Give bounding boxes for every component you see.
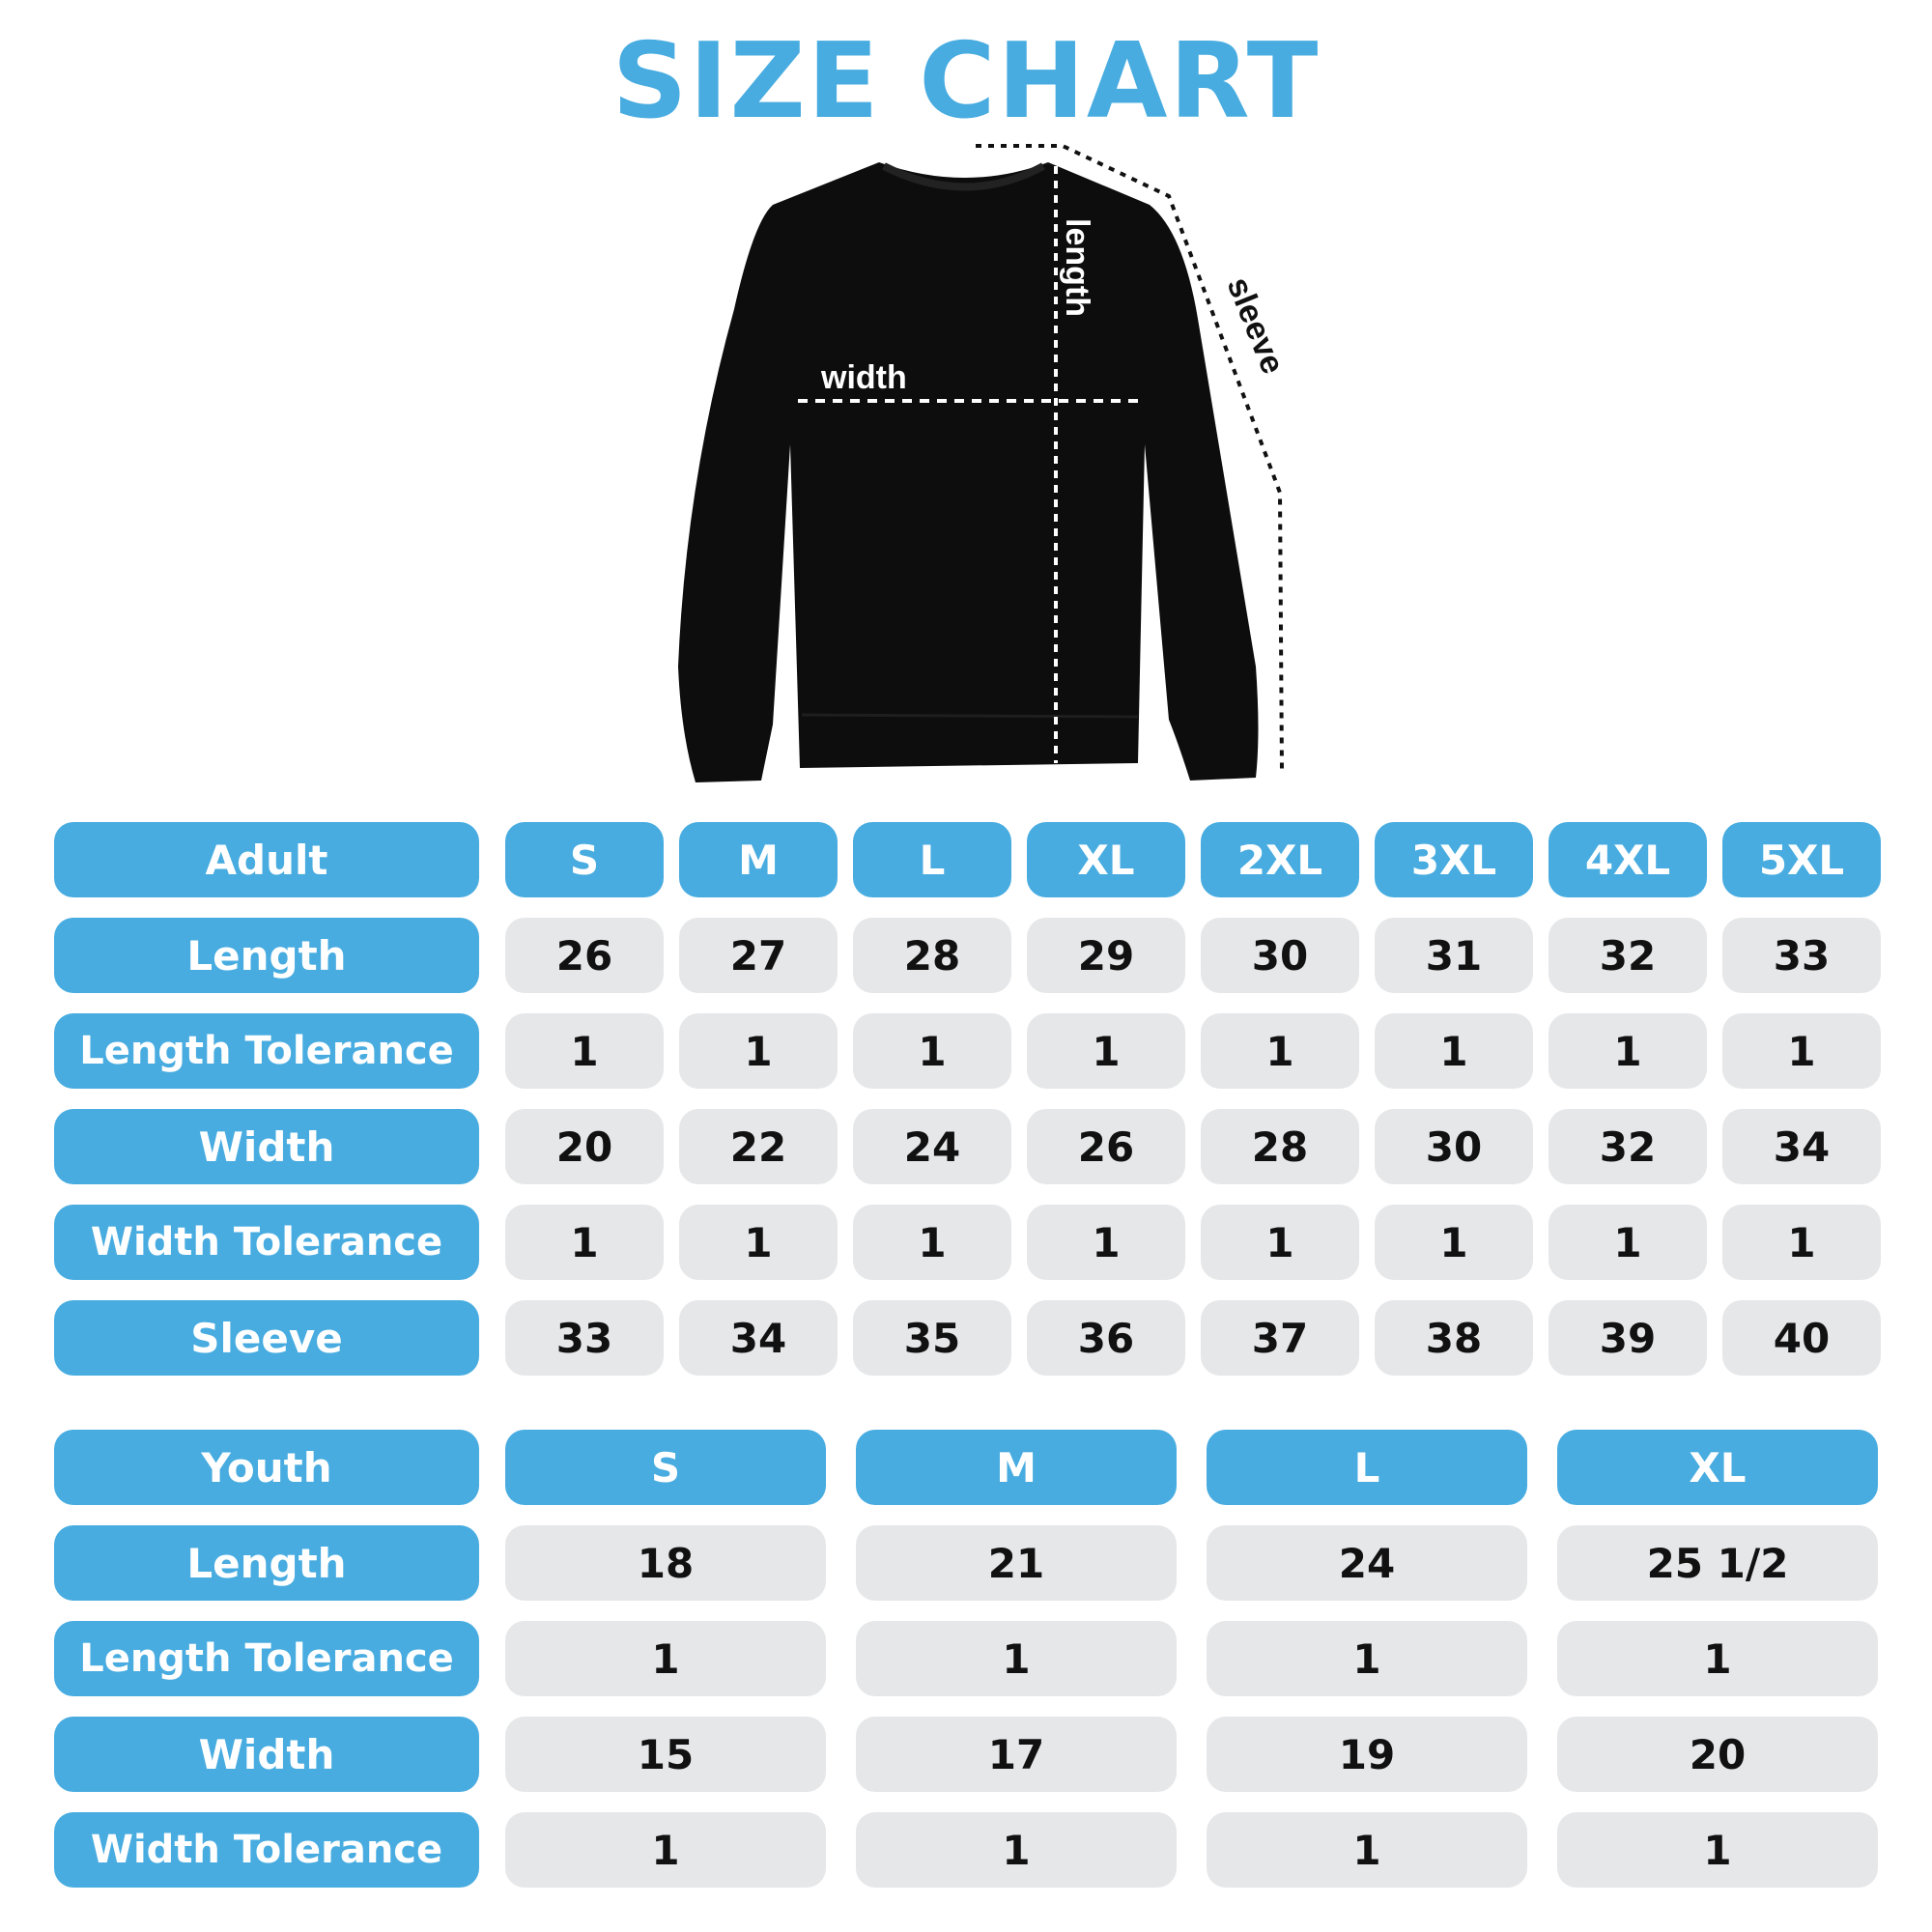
adult-row-label: Length Tolerance	[54, 1013, 479, 1089]
adult-size-header: L	[853, 822, 1011, 897]
adult-header-label: Adult	[54, 822, 479, 897]
adult-value-cell: 32	[1548, 1109, 1707, 1184]
adult-value-cell: 26	[1027, 1109, 1185, 1184]
youth-value-cell: 1	[856, 1621, 1177, 1696]
youth-size-header: S	[505, 1430, 826, 1505]
adult-value-cell: 1	[1548, 1205, 1707, 1280]
adult-size-header: XL	[1027, 822, 1185, 897]
adult-value-cell: 31	[1375, 918, 1533, 993]
youth-value-cell: 24	[1207, 1525, 1527, 1601]
adult-value-cell: 1	[1201, 1013, 1359, 1089]
youth-value-cell: 1	[1207, 1812, 1527, 1888]
adult-value-cell: 24	[853, 1109, 1011, 1184]
youth-value-cell: 21	[856, 1525, 1177, 1601]
youth-value-cell: 1	[1557, 1812, 1878, 1888]
youth-value-cell: 20	[1557, 1717, 1878, 1792]
adult-value-cell: 33	[1722, 918, 1881, 993]
adult-size-header: M	[679, 822, 838, 897]
width-label: width	[820, 359, 907, 396]
adult-value-cell: 39	[1548, 1300, 1707, 1376]
adult-value-cell: 26	[505, 918, 664, 993]
adult-size-header: S	[505, 822, 664, 897]
adult-value-cell: 28	[853, 918, 1011, 993]
youth-value-cell: 25 1/2	[1557, 1525, 1878, 1601]
adult-value-cell: 1	[679, 1205, 838, 1280]
adult-size-header: 2XL	[1201, 822, 1359, 897]
youth-size-header: XL	[1557, 1430, 1878, 1505]
adult-row-label: Length	[54, 918, 479, 993]
adult-row-label: Width	[54, 1109, 479, 1184]
adult-value-cell: 34	[1722, 1109, 1881, 1184]
adult-size-header: 4XL	[1548, 822, 1707, 897]
adult-value-cell: 1	[505, 1205, 664, 1280]
adult-value-cell: 40	[1722, 1300, 1881, 1376]
adult-value-cell: 35	[853, 1300, 1011, 1376]
adult-value-cell: 29	[1027, 918, 1185, 993]
adult-value-cell: 30	[1201, 918, 1359, 993]
youth-row-label: Length	[54, 1525, 479, 1601]
adult-value-cell: 32	[1548, 918, 1707, 993]
youth-value-cell: 1	[1557, 1621, 1878, 1696]
adult-value-cell: 1	[853, 1013, 1011, 1089]
sweater-diagram: width length sleeve	[678, 144, 1292, 782]
adult-value-cell: 1	[1722, 1205, 1881, 1280]
adult-value-cell: 20	[505, 1109, 664, 1184]
sweater-illustration	[678, 162, 1259, 782]
adult-value-cell: 1	[679, 1013, 838, 1089]
adult-value-cell: 37	[1201, 1300, 1359, 1376]
sleeve-measure-line	[976, 144, 1284, 774]
adult-value-cell: 33	[505, 1300, 664, 1376]
adult-row-label: Width Tolerance	[54, 1205, 479, 1280]
youth-value-cell: 19	[1207, 1717, 1527, 1792]
youth-value-cell: 1	[1207, 1621, 1527, 1696]
adult-value-cell: 30	[1375, 1109, 1533, 1184]
youth-value-cell: 15	[505, 1717, 826, 1792]
adult-value-cell: 36	[1027, 1300, 1185, 1376]
adult-value-cell: 1	[1722, 1013, 1881, 1089]
adult-value-cell: 38	[1375, 1300, 1533, 1376]
adult-value-cell: 27	[679, 918, 838, 993]
adult-size-header: 3XL	[1375, 822, 1533, 897]
adult-size-header: 5XL	[1722, 822, 1881, 897]
youth-header-label: Youth	[54, 1430, 479, 1505]
youth-size-header: L	[1207, 1430, 1527, 1505]
page-title: SIZE CHART	[611, 21, 1321, 142]
adult-value-cell: 1	[1027, 1205, 1185, 1280]
youth-row-label: Length Tolerance	[54, 1621, 479, 1696]
length-label: length	[1059, 218, 1095, 317]
youth-value-cell: 18	[505, 1525, 826, 1601]
youth-value-cell: 1	[505, 1812, 826, 1888]
adult-value-cell: 34	[679, 1300, 838, 1376]
youth-size-header: M	[856, 1430, 1177, 1505]
adult-value-cell: 1	[1201, 1205, 1359, 1280]
adult-value-cell: 1	[853, 1205, 1011, 1280]
adult-value-cell: 28	[1201, 1109, 1359, 1184]
adult-row-label: Sleeve	[54, 1300, 479, 1376]
youth-row-label: Width	[54, 1717, 479, 1792]
adult-value-cell: 1	[1027, 1013, 1185, 1089]
youth-row-label: Width Tolerance	[54, 1812, 479, 1888]
youth-value-cell: 1	[505, 1621, 826, 1696]
youth-value-cell: 1	[856, 1812, 1177, 1888]
adult-value-cell: 1	[1548, 1013, 1707, 1089]
adult-value-cell: 1	[1375, 1013, 1533, 1089]
adult-value-cell: 1	[1375, 1205, 1533, 1280]
youth-value-cell: 17	[856, 1717, 1177, 1792]
adult-value-cell: 1	[505, 1013, 664, 1089]
adult-value-cell: 22	[679, 1109, 838, 1184]
